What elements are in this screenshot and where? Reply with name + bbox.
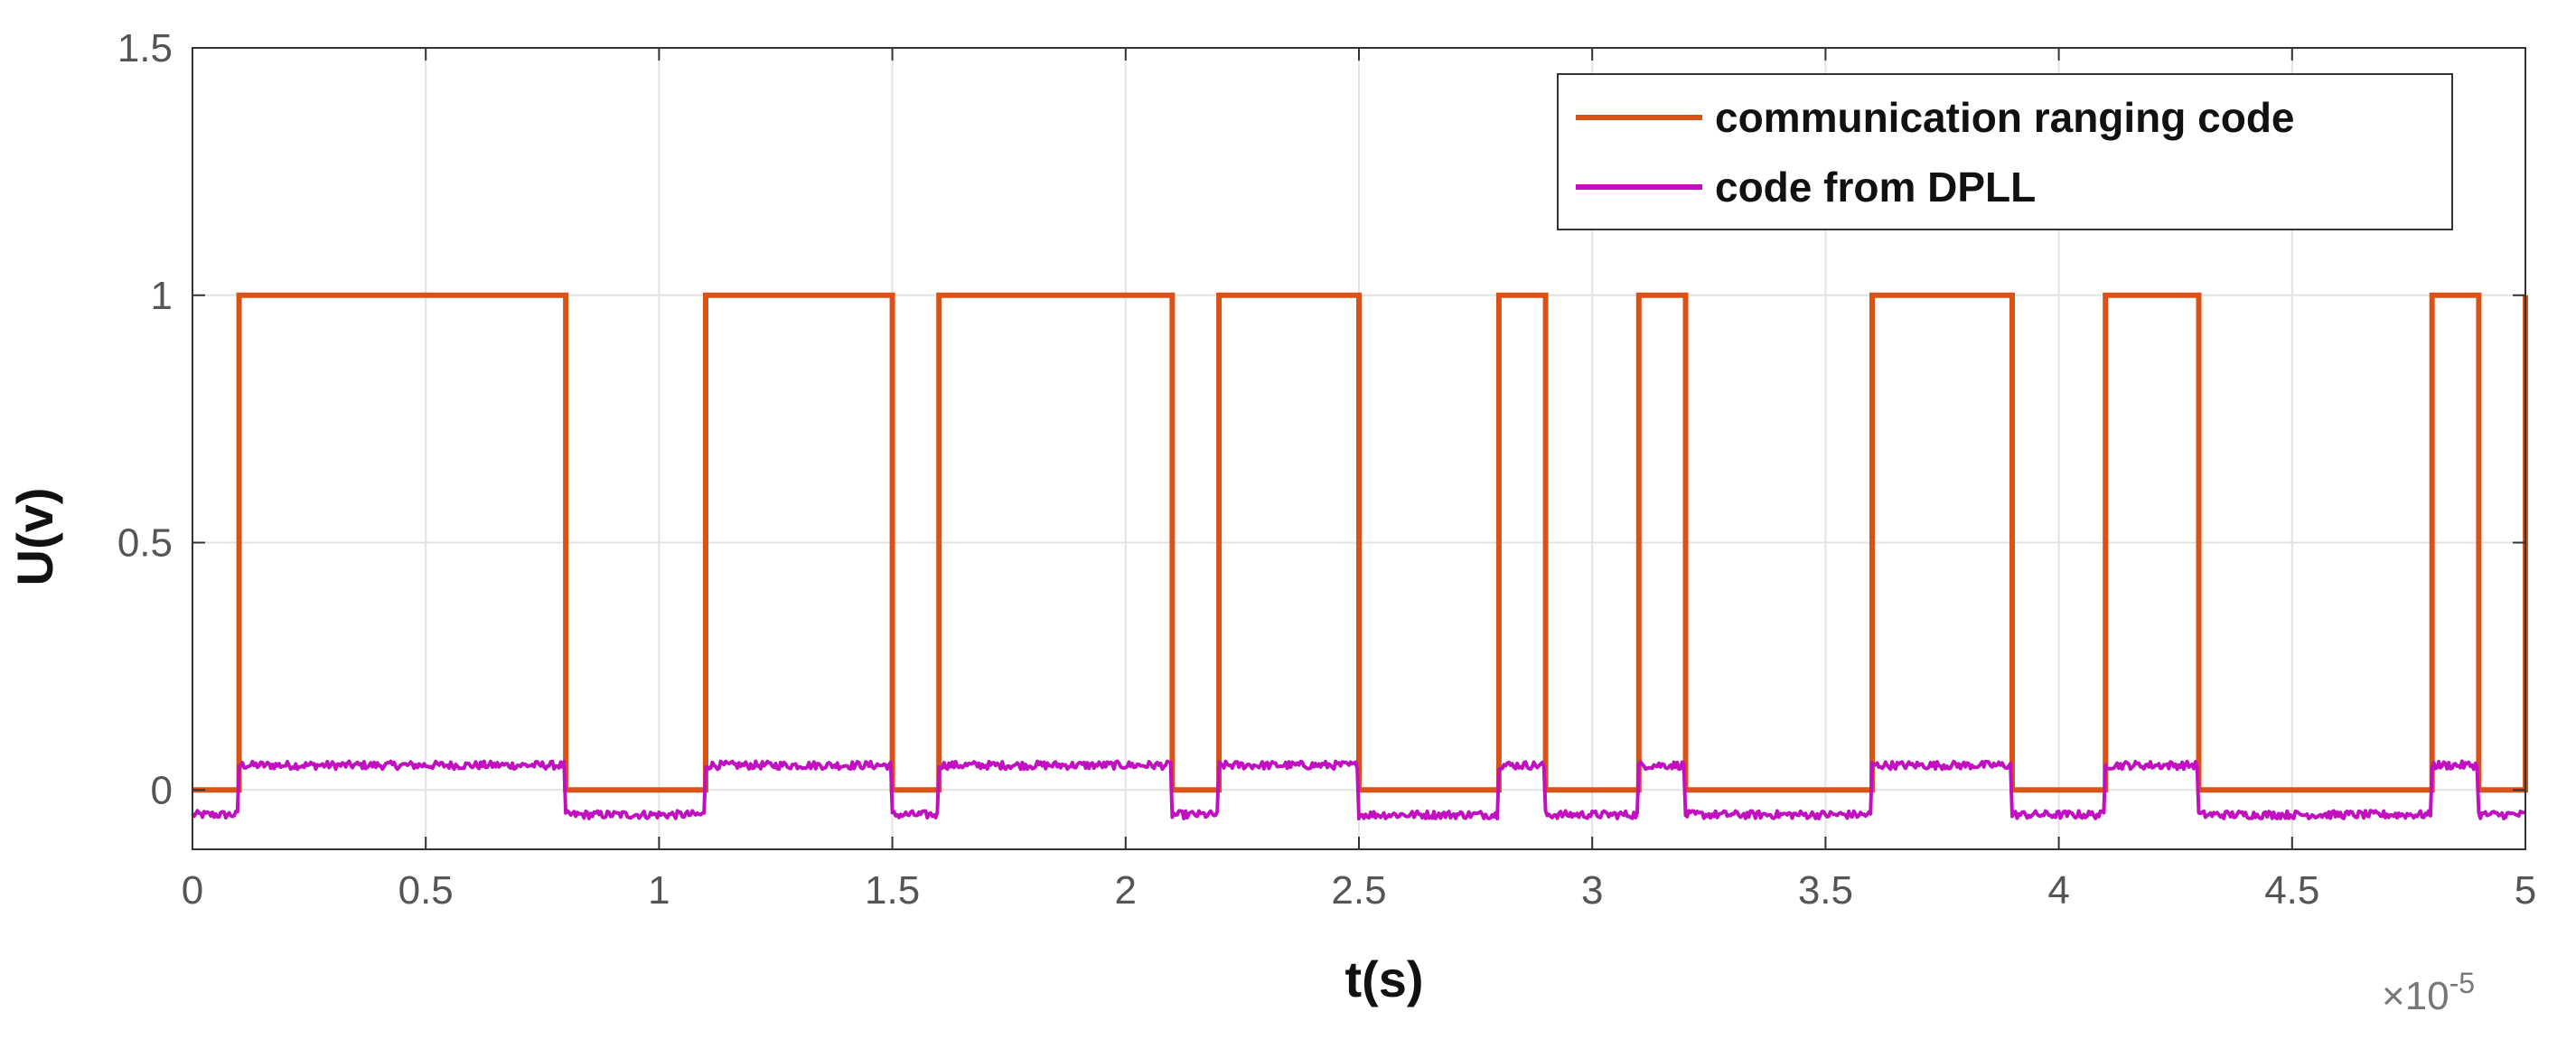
x-tick-label-5: 2.5 <box>1331 868 1386 913</box>
x-tick-label-7: 3.5 <box>1798 868 1853 913</box>
legend-label-ranging: communication ranging code <box>1715 94 2295 141</box>
x-tick-label-9: 4.5 <box>2264 868 2319 913</box>
tick-labels: 0 0.5 1 1.5 2 2.5 3 3.5 4 4.5 5 0 0.5 1 1.5 <box>117 26 2536 913</box>
y-tick-label-1: 0.5 <box>117 521 173 566</box>
x-exponent-base: ×10 <box>2382 974 2450 1018</box>
series-layer <box>191 292 2528 820</box>
x-tick-label-1: 0.5 <box>398 868 454 913</box>
y-tick-label-2: 1 <box>151 274 173 318</box>
y-tick-label-3: 1.5 <box>117 26 173 70</box>
legend-box <box>1557 73 2453 230</box>
x-exponent-label: ×10-5 <box>2382 967 2475 1018</box>
legend: communication ranging code code from DPL… <box>1557 73 2453 230</box>
y-axis-title: U(v) <box>6 488 63 586</box>
legend-label-dpll: code from DPLL <box>1715 164 2036 211</box>
x-tick-label-10: 5 <box>2515 868 2536 913</box>
x-axis-title: t(s) <box>1344 951 1423 1007</box>
series-line-ranging-code <box>192 292 2528 793</box>
x-tick-label-6: 3 <box>1581 868 1603 913</box>
x-exponent-power: -5 <box>2450 967 2475 999</box>
x-tick-label-3: 1.5 <box>865 868 920 913</box>
series-line-dpll-code <box>191 759 2526 820</box>
x-tick-label-2: 1 <box>648 868 670 913</box>
axes-box <box>192 47 2526 850</box>
x-tick-label-8: 4 <box>2047 868 2069 913</box>
x-tick-label-0: 0 <box>182 868 203 913</box>
y-tick-label-0: 0 <box>151 768 173 812</box>
x-tick-label-4: 2 <box>1115 868 1137 913</box>
